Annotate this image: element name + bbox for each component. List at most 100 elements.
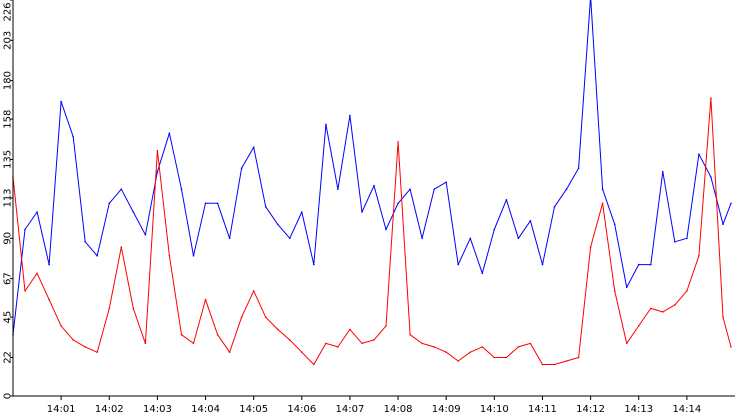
data-point (228, 351, 231, 354)
data-point (96, 351, 98, 354)
data-point (325, 342, 327, 345)
y-tick-label: 203 (3, 31, 14, 50)
data-point (730, 202, 732, 205)
data-point (710, 97, 712, 99)
y-tick-label: 67 (3, 272, 14, 285)
data-point (553, 363, 556, 366)
data-point (445, 351, 448, 354)
y-tick-label: 113 (3, 188, 14, 207)
data-point (637, 325, 640, 327)
x-tick-label: 14:10 (480, 404, 509, 415)
y-tick-label: 45 (3, 311, 14, 324)
data-point (589, 246, 592, 248)
x-tick-label: 14:12 (576, 404, 605, 415)
data-point (313, 263, 315, 266)
data-point (361, 211, 363, 213)
data-point (168, 132, 171, 134)
data-point (613, 223, 616, 226)
data-point (264, 206, 267, 208)
data-point (36, 272, 38, 275)
data-point (421, 237, 423, 240)
data-point (240, 316, 243, 319)
data-point (144, 342, 147, 345)
y-tick-label: 22 (3, 351, 14, 364)
data-point (301, 351, 303, 354)
data-point (650, 307, 652, 310)
x-tick-label: 14:08 (384, 404, 413, 415)
data-point (650, 263, 652, 266)
data-point (409, 333, 411, 336)
y-tick-label: 0 (3, 393, 14, 399)
data-point (276, 223, 279, 226)
x-tick-label: 14:06 (287, 404, 316, 415)
data-point (445, 181, 448, 183)
data-point (84, 346, 86, 348)
x-tick-label: 14:07 (336, 404, 365, 415)
data-point (120, 246, 123, 248)
data-point (686, 290, 688, 292)
y-tick-label: 180 (3, 71, 14, 90)
series-1 (12, 0, 732, 336)
data-point (686, 237, 688, 240)
data-point (132, 211, 135, 213)
data-point (108, 307, 111, 310)
data-point (216, 333, 219, 336)
data-point (252, 290, 255, 292)
data-point (433, 346, 436, 348)
data-point (168, 255, 171, 257)
data-point (385, 228, 387, 231)
data-point (96, 255, 98, 257)
data-point (493, 228, 496, 231)
data-point (565, 188, 568, 190)
data-point (730, 346, 732, 348)
data-point (601, 202, 604, 205)
data-point (722, 223, 724, 226)
data-point (48, 298, 50, 301)
x-tick-label: 14:09 (432, 404, 461, 415)
data-point (517, 346, 520, 348)
data-point (192, 342, 195, 345)
data-point (325, 123, 327, 126)
data-point (60, 325, 62, 327)
data-point (397, 202, 399, 205)
y-tick-label: 135 (3, 150, 14, 169)
data-point (108, 202, 111, 205)
data-point (72, 135, 74, 138)
data-point (349, 114, 351, 117)
data-point (710, 176, 712, 178)
data-point (24, 290, 26, 292)
data-point (529, 220, 532, 222)
data-point (613, 290, 616, 292)
x-tick-label: 14:02 (95, 404, 124, 415)
x-tick-label: 14:01 (47, 404, 76, 415)
data-point (204, 202, 207, 205)
data-point (481, 272, 484, 275)
data-point (601, 188, 604, 190)
data-point (662, 170, 664, 173)
data-point (625, 342, 628, 345)
data-point (505, 199, 508, 201)
data-point (72, 339, 74, 341)
data-point (156, 170, 159, 173)
series-lines (12, 0, 732, 366)
data-point (565, 360, 568, 362)
data-point (469, 237, 472, 240)
data-point (313, 363, 315, 366)
data-point (469, 351, 472, 354)
data-point (60, 100, 62, 103)
series-2 (12, 97, 732, 366)
x-tick-label: 14:05 (239, 404, 268, 415)
x-tick-label: 14:14 (672, 404, 701, 415)
data-point (674, 304, 676, 306)
y-tick-label: 158 (3, 110, 14, 129)
data-point (373, 339, 375, 341)
data-point (517, 237, 520, 240)
data-point (349, 328, 351, 331)
data-point (192, 255, 195, 257)
data-point (373, 184, 375, 187)
data-point (240, 167, 243, 169)
x-tick-label: 14:03 (143, 404, 172, 415)
